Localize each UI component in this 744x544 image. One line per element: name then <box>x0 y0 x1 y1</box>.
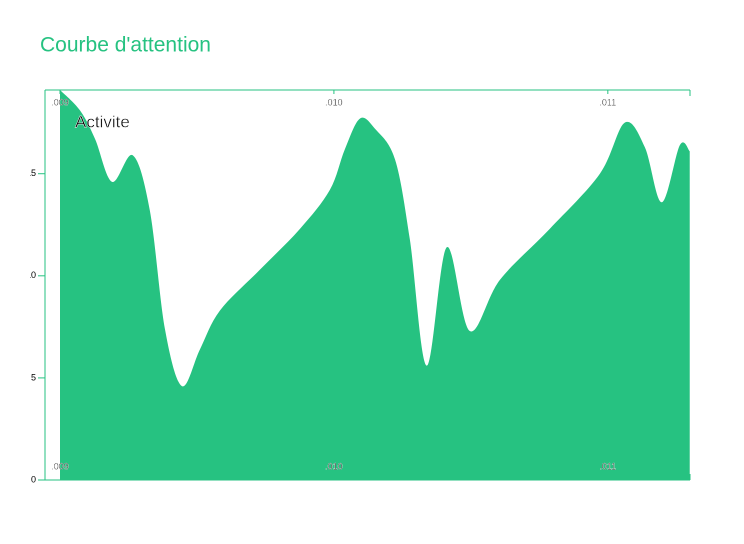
y-tick-label: 10 <box>26 270 36 280</box>
x-tick-label: .009 <box>51 461 69 471</box>
x-tick-label: .011 <box>599 461 616 471</box>
series-label: Activite <box>75 112 130 131</box>
chart-title: Courbe d'attention <box>40 34 211 57</box>
y-tick-label: 5 <box>31 372 36 382</box>
x-tick-label: .009 <box>51 97 69 107</box>
x-tick-label: .010 <box>325 461 343 471</box>
y-tick-label: 0 <box>31 474 36 484</box>
area <box>60 90 690 480</box>
y-tick-label: 15 <box>26 168 36 178</box>
x-tick-label: .010 <box>325 97 343 107</box>
x-tick-label: .011 <box>599 97 616 107</box>
